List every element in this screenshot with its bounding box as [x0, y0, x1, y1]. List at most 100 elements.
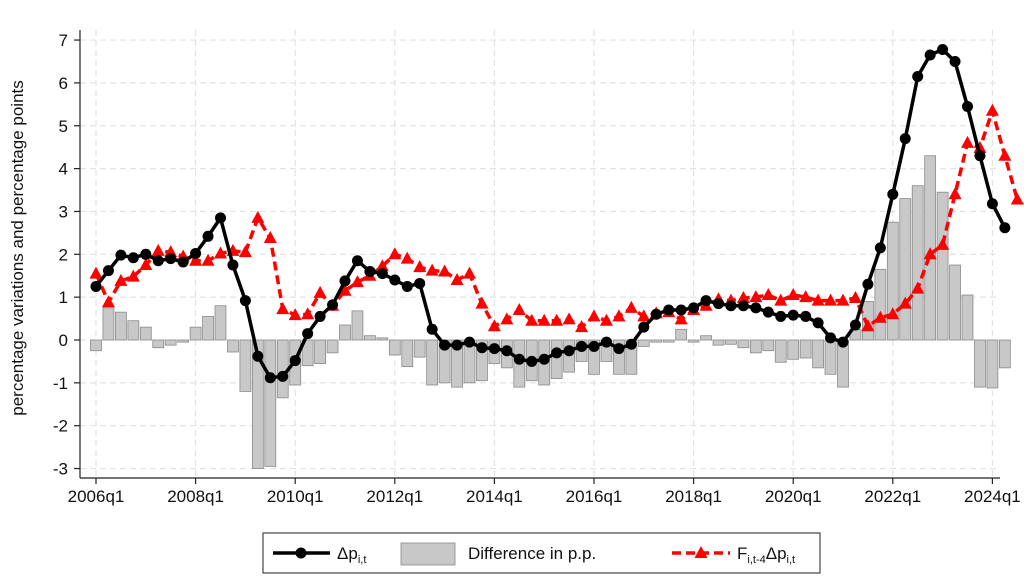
forecast-point	[786, 288, 800, 301]
difference-bar	[314, 339, 326, 364]
actual-point	[675, 304, 687, 316]
x-tick-label: 2020q1	[765, 487, 822, 506]
actual-point	[600, 336, 612, 348]
actual-point	[862, 278, 874, 290]
forecast-point	[525, 313, 539, 326]
forecast-point	[201, 253, 215, 266]
actual-point	[849, 319, 861, 331]
forecast-point	[151, 243, 165, 256]
actual-point	[152, 255, 164, 267]
difference-bar	[550, 339, 563, 379]
actual-point	[215, 212, 226, 224]
actual-point	[949, 55, 961, 67]
y-axis-title: percentage variations and percentage poi…	[8, 80, 27, 416]
actual-point	[426, 323, 438, 335]
actual-point	[165, 253, 177, 265]
difference-bar	[675, 328, 688, 341]
actual-point	[339, 275, 351, 287]
difference-bar	[152, 339, 165, 349]
forecast-point	[961, 135, 974, 148]
difference-bar	[413, 339, 426, 358]
actual-point	[750, 302, 762, 314]
difference-bar	[986, 339, 999, 389]
actual-point	[364, 265, 376, 277]
x-tick-label: 2024q1	[964, 487, 1021, 506]
forecast-point	[562, 312, 576, 325]
actual-point	[974, 150, 986, 162]
difference-bar	[974, 339, 986, 388]
forecast-point	[313, 285, 327, 298]
actual-point	[613, 343, 625, 355]
difference-bar	[886, 221, 899, 341]
forecast-point	[998, 148, 1012, 161]
forecast-point	[263, 231, 277, 244]
forecast-point	[886, 307, 900, 320]
forecast-point	[587, 309, 601, 322]
legend-box	[262, 532, 821, 574]
x-tick-label: 2012q1	[366, 487, 423, 506]
series-actual	[90, 43, 1011, 384]
actual-point	[986, 198, 998, 210]
y-tick-label: 3	[59, 202, 68, 221]
actual-point	[800, 310, 812, 322]
difference-bar	[749, 339, 762, 354]
actual-point	[787, 309, 799, 321]
difference-bar	[139, 326, 152, 341]
actual-point	[202, 230, 214, 242]
actual-point	[314, 310, 326, 322]
forecast-point	[375, 259, 389, 272]
actual-point	[937, 43, 949, 55]
legend-forecast-marker	[694, 546, 708, 558]
forecast-point	[537, 313, 551, 326]
difference-bar	[127, 320, 140, 341]
actual-point	[688, 302, 700, 314]
forecast-point	[898, 296, 912, 309]
y-tick-label: 1	[59, 288, 68, 307]
actual-point	[351, 255, 363, 267]
actual-point	[563, 345, 575, 357]
difference-bar	[426, 339, 439, 386]
y-tick-label: -3	[53, 460, 68, 479]
forecast-point	[637, 309, 651, 322]
actual-point	[700, 295, 712, 307]
actual-point	[924, 49, 936, 61]
forecast-point	[811, 293, 825, 306]
forecast-point	[214, 246, 227, 259]
y-tick-label: 5	[59, 117, 68, 136]
legend-actual-marker	[295, 547, 307, 559]
forecast-point	[1010, 192, 1024, 205]
difference-bar	[364, 335, 376, 341]
forecast-point	[425, 263, 439, 276]
actual-point	[264, 372, 276, 384]
difference-bar	[251, 339, 264, 469]
forecast-point	[848, 291, 862, 304]
actual-point	[638, 321, 650, 333]
forecast-point	[861, 319, 875, 332]
x-tick-label: 2018q1	[665, 487, 722, 506]
forecast-point	[139, 258, 153, 271]
difference-bar	[202, 316, 214, 341]
difference-bar	[637, 339, 650, 347]
actual-point	[476, 342, 488, 354]
actual-point	[663, 304, 675, 316]
actual-point	[115, 249, 127, 261]
actual-point	[899, 133, 911, 145]
actual-point	[127, 252, 139, 264]
actual-point	[837, 336, 849, 348]
forecast-point	[923, 247, 937, 260]
forecast-point	[599, 313, 613, 326]
forecast-point	[301, 307, 315, 320]
forecast-point	[736, 291, 750, 304]
x-tick-label: 2008q1	[167, 487, 224, 506]
actual-point	[999, 222, 1011, 234]
actual-point	[538, 353, 550, 365]
actual-point	[376, 268, 388, 280]
actual-point	[912, 70, 924, 82]
forecast-point	[500, 312, 514, 325]
forecast-point	[475, 296, 489, 309]
difference-bar	[725, 339, 737, 345]
actual-point	[439, 339, 451, 351]
actual-point	[650, 308, 662, 320]
y-tick-label: -2	[53, 417, 68, 436]
